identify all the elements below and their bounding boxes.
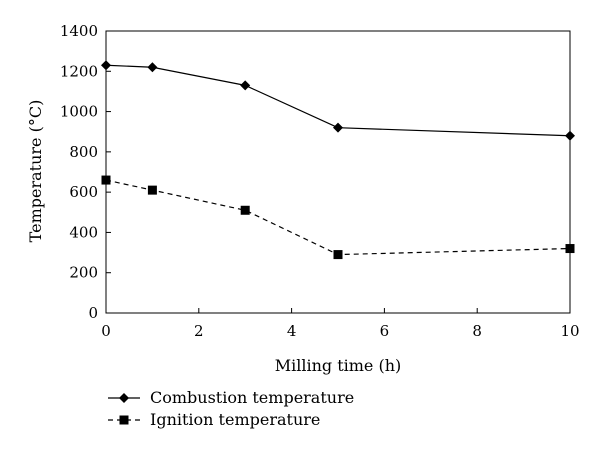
data-point	[101, 60, 111, 71]
x-tick-label: 2	[194, 322, 204, 340]
y-tick-label: 1400	[60, 22, 98, 40]
data-point	[240, 205, 250, 215]
legend-label: Combustion temperature	[150, 388, 354, 407]
data-point	[333, 250, 343, 260]
x-tick-label: 4	[287, 322, 297, 340]
legend-item: Ignition temperature	[108, 410, 320, 429]
plot-frame	[105, 30, 571, 314]
chart-axes: 0 200 400 600 800 1000 1200 1400 0 2 4 6 8 10	[60, 22, 580, 340]
data-point	[147, 185, 157, 195]
data-point	[101, 175, 111, 185]
data-point	[147, 62, 158, 73]
y-tick-label: 0	[88, 304, 98, 322]
series-2	[101, 175, 575, 260]
y-tick-label: 200	[69, 264, 98, 282]
x-tick-label: 0	[101, 322, 111, 340]
data-point	[565, 130, 575, 141]
series-line	[105, 179, 571, 256]
y-axis-title: Temperature (°C)	[26, 100, 45, 243]
y-tick-label: 800	[69, 143, 98, 161]
legend-marker	[119, 393, 129, 403]
y-tick-label: 1200	[60, 62, 98, 80]
legend-label: Ignition temperature	[150, 410, 320, 429]
y-tick-label: 600	[69, 183, 98, 201]
data-point	[240, 80, 251, 91]
data-point	[565, 244, 575, 254]
x-axis-title: Milling time (h)	[275, 356, 402, 375]
x-tick-label: 8	[472, 322, 482, 340]
data-point	[333, 122, 343, 133]
x-tick-label: 6	[380, 322, 390, 340]
legend-item: Combustion temperature	[108, 388, 354, 407]
y-tick-label: 400	[69, 223, 98, 241]
legend-marker	[119, 415, 129, 425]
chart-series	[101, 60, 575, 260]
legend: Combustion temperature Ignition temperatu…	[108, 388, 354, 429]
series-1	[101, 60, 575, 141]
x-tick-label: 10	[560, 322, 579, 340]
y-tick-label: 1000	[60, 103, 98, 121]
